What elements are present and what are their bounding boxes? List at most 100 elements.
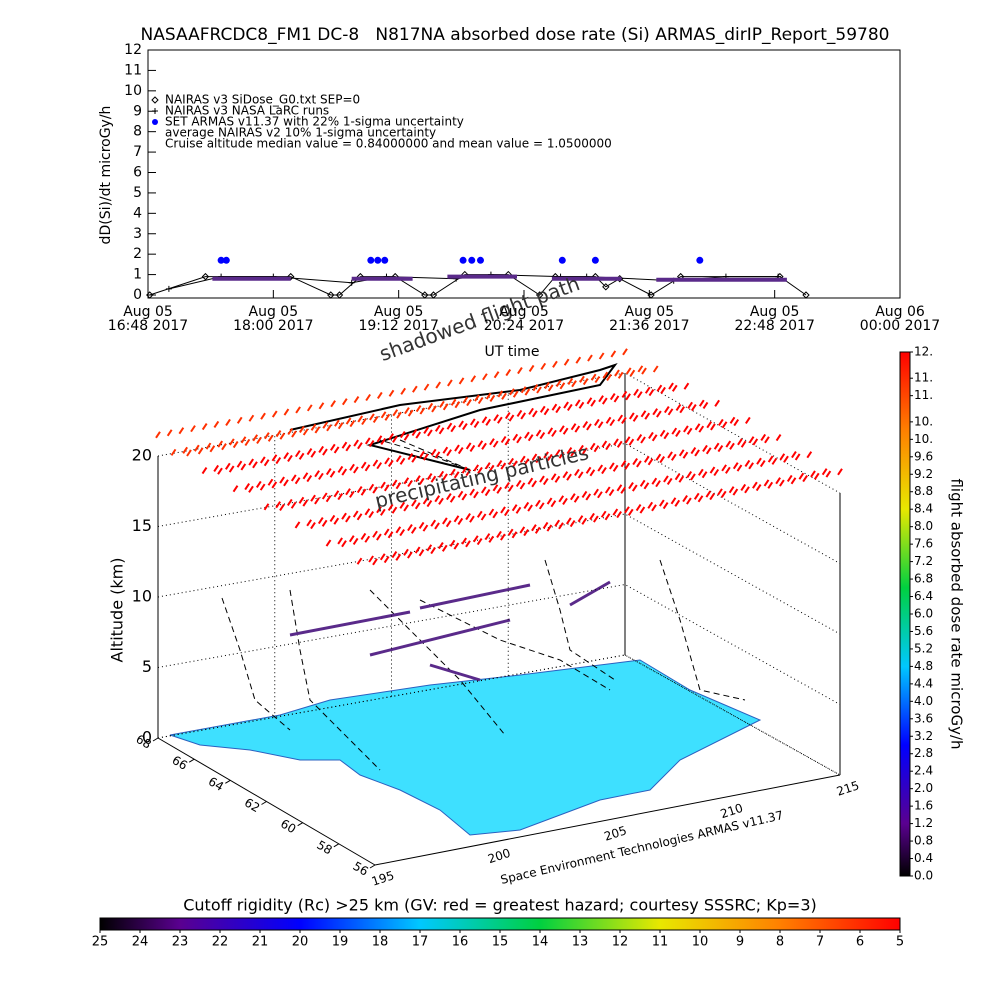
- rigidity-field: [259, 456, 266, 464]
- rigidity-field: [356, 557, 363, 565]
- rigidity-field: [713, 442, 720, 450]
- rigidity-field: [462, 396, 469, 404]
- rigidity-field: [333, 490, 340, 498]
- rigidity-field: [779, 453, 786, 461]
- marker: [327, 291, 335, 299]
- rigidity-field: [637, 365, 644, 373]
- lat-tick-label: 56: [351, 859, 371, 879]
- rigidity-field: [663, 432, 670, 440]
- rigidity-field: [341, 441, 348, 449]
- rigidity-field: [348, 535, 355, 543]
- rigidity-field: [426, 472, 433, 481]
- rigidity-field: [497, 390, 504, 398]
- colorbar-tick-label: 9.6: [914, 449, 933, 463]
- rigidity-field: [383, 484, 390, 492]
- rigidity-field: [546, 524, 553, 532]
- rigidity-field: [562, 497, 568, 505]
- rigidity-field: [636, 391, 643, 399]
- rigidity-field: [501, 392, 507, 400]
- rigidity-field: [767, 481, 774, 489]
- marker: [335, 291, 344, 299]
- rigidity-field: [571, 380, 577, 388]
- rigidity-field: [469, 418, 476, 426]
- rigidity-field: [612, 508, 619, 516]
- rigidity-field: [509, 388, 515, 396]
- rigidity-field: [411, 499, 417, 507]
- rigidity-field: [400, 387, 407, 395]
- rigidity-field: [228, 465, 235, 473]
- rigidity-field: [399, 431, 406, 439]
- rigidity-field: [388, 459, 394, 468]
- rigidity-field: [415, 431, 422, 439]
- rigidity-field: [279, 432, 286, 440]
- rigidity-field: [578, 401, 585, 409]
- rigidity-field: [714, 399, 720, 407]
- rigidity-field: [639, 479, 646, 487]
- rigidity-field: [667, 451, 673, 459]
- rigidity-field: [633, 388, 639, 396]
- lat-tick: [333, 843, 340, 848]
- rigidity-field: [500, 462, 507, 470]
- rigidity-field: [155, 431, 161, 439]
- rigidity-field: [352, 537, 359, 546]
- rigidity-field: [489, 438, 495, 446]
- rigidity-field: [345, 444, 352, 452]
- rigidity-field: [294, 450, 301, 458]
- rigidity-field: [294, 477, 301, 485]
- rigidity-field: [675, 403, 682, 411]
- rigidity-field: [524, 388, 531, 396]
- rigidity-field: [725, 440, 732, 448]
- rigidity-field: [647, 458, 654, 466]
- rigidity-field: [627, 508, 634, 516]
- rigidity-field: [527, 434, 534, 442]
- rigidity-field: [423, 426, 429, 434]
- rigidity-field: [693, 492, 700, 500]
- rigidity-field: [310, 450, 317, 458]
- rigidity-field: [197, 447, 204, 455]
- rigidity-field: [744, 486, 750, 494]
- rigidity-field: [415, 404, 422, 413]
- rigidity-field: [492, 440, 499, 448]
- rigidity-field: [500, 533, 506, 541]
- rigidity-field: [538, 502, 545, 510]
- rigidity-field: [322, 421, 329, 429]
- rigidity-field: [671, 384, 678, 392]
- y-tick-label: 4: [133, 205, 142, 221]
- rigidity-field: [547, 384, 554, 392]
- rigidity-field: [702, 444, 708, 452]
- rigidity-field: [481, 442, 487, 450]
- rigidity-field: [605, 416, 612, 424]
- y-tick-label: 6: [133, 165, 142, 181]
- rigidity-field: [419, 407, 426, 415]
- rigidity-field: [263, 459, 270, 467]
- rigidity-field: [612, 464, 619, 472]
- rigidity-field: [577, 515, 584, 523]
- rigidity-field: [624, 436, 631, 444]
- rigidity-field: [240, 436, 247, 444]
- rigidity-field: [360, 488, 367, 496]
- rigidity-field: [217, 440, 224, 448]
- rigidity-field: [236, 460, 243, 468]
- rigidity-field: [329, 514, 336, 522]
- rigidity-field: [407, 479, 413, 488]
- rigidity-field: [496, 460, 503, 468]
- rigidity-field: [539, 475, 545, 483]
- rigidity-field: [652, 408, 658, 416]
- rigidity-field: [326, 424, 332, 432]
- z-tick-label: 15: [132, 516, 152, 535]
- rigidity-field: [384, 413, 391, 421]
- rigidity-field: [353, 466, 359, 474]
- rigidity-field: [446, 449, 452, 457]
- rigidity-field: [422, 524, 429, 532]
- rigidity-field: [745, 416, 751, 424]
- rigidity-field: [608, 488, 615, 497]
- rigidity-field: [392, 435, 398, 443]
- x-tick-label: Aug 06 00:00 2017: [859, 304, 941, 334]
- rigidity-field: [414, 546, 421, 554]
- rigidity-field: [411, 455, 417, 463]
- rigidity-field: [760, 433, 767, 442]
- rigidity-field: [729, 442, 735, 450]
- colorbar-tick-label: 4.4: [914, 676, 933, 690]
- colorbar-tick-label: 3.6: [914, 711, 933, 725]
